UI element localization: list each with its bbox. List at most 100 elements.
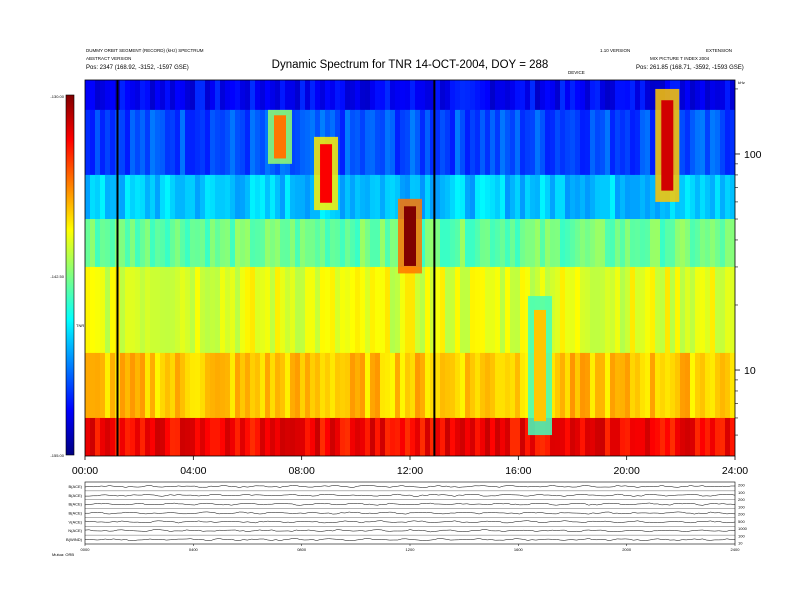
spectrogram-cell xyxy=(325,352,331,419)
spectrogram-cell xyxy=(465,174,471,220)
spectrogram-cell xyxy=(580,109,586,176)
spectrogram-cell xyxy=(245,109,251,176)
spectrogram-cell xyxy=(560,266,566,354)
spectrogram-cell xyxy=(250,80,256,111)
spectrogram-cell xyxy=(380,109,386,176)
spectrogram-cell xyxy=(650,417,656,456)
spectrogram-cell xyxy=(290,109,296,176)
spectrogram-cell xyxy=(345,174,351,220)
spectrogram-cell xyxy=(370,352,376,419)
spectrogram-cell xyxy=(730,80,735,111)
spectrogram-cell xyxy=(550,266,556,354)
spectrogram-cell xyxy=(520,266,526,354)
spectrogram-cell xyxy=(225,266,231,354)
spectrogram-cell xyxy=(590,219,596,268)
spectrogram-cell xyxy=(180,80,186,111)
spectrogram-cell xyxy=(430,80,436,111)
spectrogram-cell xyxy=(420,266,426,354)
spectrogram-cell xyxy=(640,80,646,111)
spectrogram-cell xyxy=(315,219,321,268)
spectrogram-cell xyxy=(520,417,526,456)
spectrogram-cell xyxy=(110,352,116,419)
spectrogram-cell xyxy=(210,109,216,176)
spectrogram-cell xyxy=(265,219,271,268)
spectrogram-cell xyxy=(425,174,431,220)
spectrogram-cell xyxy=(110,266,116,354)
spectrogram-cell xyxy=(85,352,91,419)
spectrogram-cell xyxy=(330,266,336,354)
panel-trace xyxy=(84,485,735,488)
spectrogram-cell xyxy=(255,80,261,111)
spectrogram-cell xyxy=(575,266,581,354)
spectrogram-cell xyxy=(390,352,396,419)
spectrogram-cell xyxy=(205,417,211,456)
spectrogram-cell xyxy=(580,417,586,456)
spectrogram-cell xyxy=(695,219,701,268)
spectrogram-cell xyxy=(675,352,681,419)
spectrogram-cell xyxy=(445,352,451,419)
spectrogram-cell xyxy=(315,266,321,354)
spectrogram-cell xyxy=(425,109,431,176)
spectrogram-cell xyxy=(295,417,301,456)
spectrogram-cell xyxy=(730,219,735,268)
spectrogram-cell xyxy=(540,109,546,176)
spectrogram-cell xyxy=(270,174,276,220)
spectrogram-cell xyxy=(280,352,286,419)
spectrogram-cell xyxy=(210,352,216,419)
spectrogram-cell xyxy=(505,219,511,268)
spectrogram-cell xyxy=(610,266,616,354)
spectrogram-cell xyxy=(470,80,476,111)
spectrogram-cell xyxy=(405,352,411,419)
spectrogram-cell xyxy=(430,219,436,268)
spectrogram-cell xyxy=(180,109,186,176)
spectrogram-cell xyxy=(300,417,306,456)
spectrogram-cell xyxy=(685,266,691,354)
spectrogram-cell xyxy=(570,80,576,111)
spectrogram-cell xyxy=(580,174,586,220)
spectrogram-cell xyxy=(190,174,196,220)
spectrogram-cell xyxy=(445,219,451,268)
spectrogram-cell xyxy=(185,417,191,456)
spectrogram-cell xyxy=(320,417,326,456)
spectrogram-cell xyxy=(420,219,426,268)
spectrogram-cell xyxy=(245,266,251,354)
spectrogram-cell xyxy=(290,80,296,111)
spectrogram-cell xyxy=(245,80,251,111)
spectrogram-cell xyxy=(615,417,621,456)
spectrogram-cell xyxy=(125,174,131,220)
spectrogram-cell xyxy=(680,352,686,419)
spectrogram-cell xyxy=(95,174,101,220)
spectrogram-cell xyxy=(355,352,361,419)
spectrogram-cell xyxy=(610,219,616,268)
colorbar-label: TNR xyxy=(76,323,84,328)
spectrogram-cell xyxy=(210,417,216,456)
spectrogram-cell xyxy=(645,109,651,176)
spectrogram-cell xyxy=(155,266,161,354)
spectrogram-cell xyxy=(185,266,191,354)
spectrogram-cell xyxy=(570,174,576,220)
spectrogram-cell xyxy=(580,266,586,354)
spectrogram-cell xyxy=(450,417,456,456)
spectrogram-cell xyxy=(710,80,716,111)
spectrogram-cell xyxy=(255,174,261,220)
spectrogram-cell xyxy=(230,174,236,220)
spectrogram-cell xyxy=(220,219,226,268)
spectrogram-cell xyxy=(515,219,521,268)
spectrogram-cell xyxy=(540,417,546,456)
spectrogram-cell xyxy=(525,174,531,220)
spectrogram-cell xyxy=(535,80,541,111)
spectrogram-cell xyxy=(375,417,381,456)
spectrogram-cell xyxy=(145,417,151,456)
spectrogram-cell xyxy=(615,109,621,176)
spectrogram-cell xyxy=(340,266,346,354)
header-left-line3: Pos: 2347 (168.92, -3152, -1597 GSE) xyxy=(86,65,189,71)
spectrogram-cell xyxy=(565,174,571,220)
spectrogram-cell xyxy=(190,80,196,111)
spectrogram-cell xyxy=(710,109,716,176)
spectrogram-cell xyxy=(680,219,686,268)
spectrogram-cell xyxy=(395,219,401,268)
colorbar-ticks: -130.00 -142.50 -155.00 xyxy=(50,94,64,458)
spectrogram-cell xyxy=(485,174,491,220)
spectrogram-cell xyxy=(395,417,401,456)
spectrogram-cell xyxy=(700,266,706,354)
